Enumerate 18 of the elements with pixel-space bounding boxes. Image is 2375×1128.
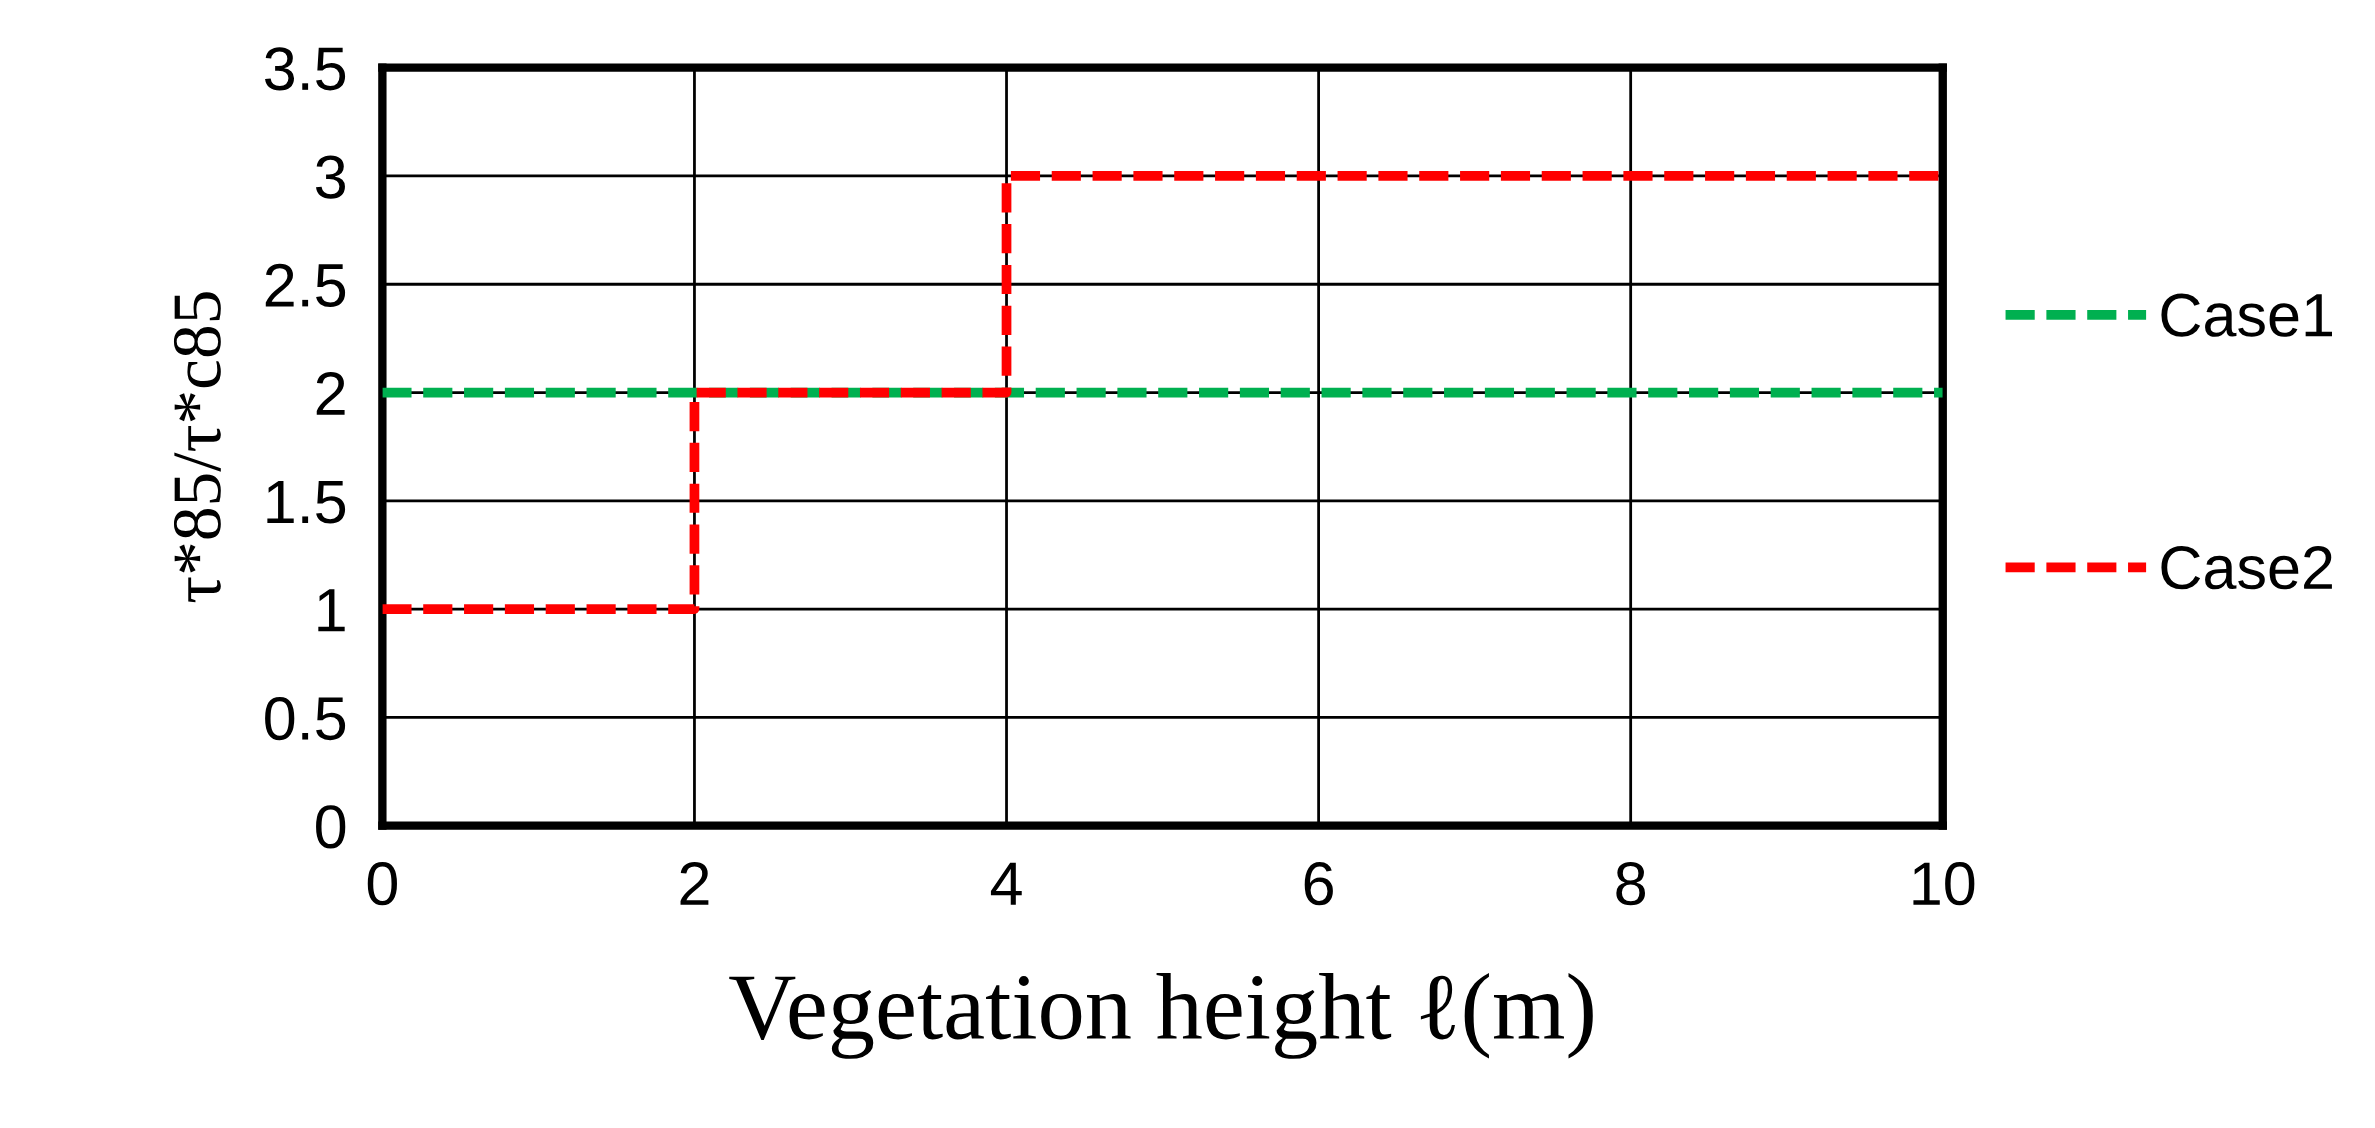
legend-label: Case1 [2161,293,2332,337]
y-tick-label: 0.5 [265,696,346,741]
y-tick-label: 2 [316,372,345,415]
y-tick-label: 3 [316,155,345,199]
x-tick-label: 6 [1304,862,1333,906]
y-tick-label: 0 [316,805,346,849]
x-axis-title: Vegetation height ℓ(m) [729,972,1593,1059]
y-tick-label: 1 [318,589,345,632]
x-tick-label: 4 [990,862,1022,905]
x-tick-label: 2 [680,862,709,905]
y-tick-label: 1.5 [267,480,346,524]
y-tick-label: 3.5 [265,47,346,91]
x-tick-label: 0 [367,862,397,906]
y-axis-title: τ*85/τ*c85 [173,292,221,603]
x-tick-label: 10 [1913,862,1975,906]
legend-label: Case2 [2161,546,2332,590]
x-tick-label: 8 [1616,862,1646,906]
y-tick-label: 2.5 [265,263,346,307]
